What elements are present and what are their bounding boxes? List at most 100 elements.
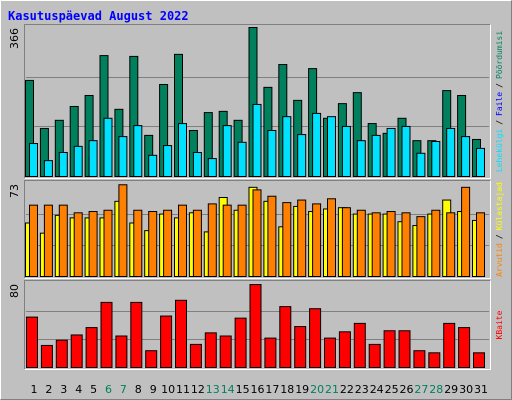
bar: [401, 212, 411, 278]
legend-entry: Arvutid: [495, 243, 504, 277]
bar: [383, 330, 396, 368]
bar: [413, 350, 426, 369]
bar: [207, 158, 217, 178]
bar: [431, 209, 441, 277]
x-tick-label: 6: [105, 383, 112, 396]
bar: [148, 211, 158, 278]
panel-frame-light: [24, 180, 491, 279]
bar: [234, 317, 247, 368]
bar: [356, 209, 366, 277]
bar: [29, 204, 38, 277]
bar: [327, 198, 336, 277]
bar: [133, 209, 143, 277]
bar: [26, 316, 38, 369]
bar: [133, 125, 143, 177]
bar: [401, 125, 411, 177]
bar: [73, 145, 83, 177]
bar: [58, 151, 68, 178]
bar: [145, 350, 158, 369]
x-tick-label: 30: [459, 383, 473, 396]
bar: [428, 352, 441, 368]
legend-separator: /: [495, 234, 504, 239]
bar: [312, 203, 322, 277]
bar: [371, 212, 381, 278]
x-tick-label: 2: [45, 383, 52, 396]
y-tick-label: 80: [8, 284, 21, 298]
bar: [294, 326, 307, 368]
legend: Lehekülgi / Faile / Pöördumisi: [495, 31, 504, 172]
bar: [279, 306, 292, 369]
x-tick-label: 28: [429, 383, 443, 396]
bar: [237, 141, 247, 178]
bar: [249, 284, 262, 368]
legend-entry: KBaite: [495, 310, 504, 339]
bar: [252, 103, 262, 177]
bar: [371, 134, 381, 177]
x-tick-label: 24: [370, 383, 384, 396]
bar: [264, 337, 277, 369]
x-tick-label: 26: [400, 383, 414, 396]
legend-entry: Külastajad: [495, 182, 504, 230]
bar: [103, 209, 113, 277]
bar: [118, 184, 128, 277]
y-tick-label: 366: [8, 28, 21, 49]
bar: [178, 204, 187, 277]
bar: [55, 339, 68, 369]
bar: [85, 327, 98, 369]
x-tick-label: 15: [236, 383, 250, 396]
x-tick-label: 27: [414, 383, 428, 396]
x-tick-label: 3: [60, 383, 67, 396]
bar: [297, 199, 307, 277]
x-tick-label: 7: [120, 383, 127, 396]
x-tick-label: 31: [474, 383, 488, 396]
bar: [237, 204, 247, 277]
bar: [73, 212, 83, 278]
bar: [416, 216, 426, 278]
bar: [40, 344, 53, 369]
bar: [297, 134, 307, 178]
bar: [341, 125, 351, 177]
bar: [386, 211, 396, 278]
bar: [88, 140, 98, 178]
bar: [189, 343, 202, 368]
bar: [476, 147, 485, 177]
bar: [386, 127, 396, 177]
bar: [327, 116, 336, 177]
bar: [461, 136, 471, 177]
x-tick-label: 11: [176, 383, 190, 396]
bar: [341, 207, 351, 277]
bar: [356, 140, 366, 178]
y-tick-label: 73: [8, 184, 21, 198]
bar: [29, 143, 38, 178]
legend-entry: Pöördumisi: [495, 31, 504, 79]
x-tick-label: 18: [280, 383, 294, 396]
chart-title: Kasutuspäevad August 2022: [8, 9, 189, 23]
bar: [148, 154, 158, 177]
bar: [204, 332, 217, 369]
legend-entry: Faile: [495, 92, 504, 116]
bar: [103, 117, 113, 178]
bar: [443, 322, 456, 368]
bar: [476, 212, 485, 278]
bar: [115, 335, 128, 368]
bar: [163, 145, 173, 177]
bar: [100, 301, 113, 368]
bar: [192, 151, 202, 178]
x-tick-label: 25: [385, 383, 399, 396]
x-tick-label: 20: [310, 383, 324, 396]
bar: [458, 327, 471, 369]
x-tick-label: 19: [295, 383, 309, 396]
x-tick-label: 9: [150, 383, 157, 396]
bar: [160, 315, 173, 368]
bar: [368, 343, 381, 368]
bar: [43, 204, 53, 277]
x-tick-label: 10: [161, 383, 175, 396]
legend-separator: /: [495, 83, 504, 88]
bar: [130, 301, 143, 368]
bar: [207, 203, 217, 277]
bar: [446, 127, 456, 177]
bar: [219, 335, 232, 368]
bar: [118, 136, 128, 177]
